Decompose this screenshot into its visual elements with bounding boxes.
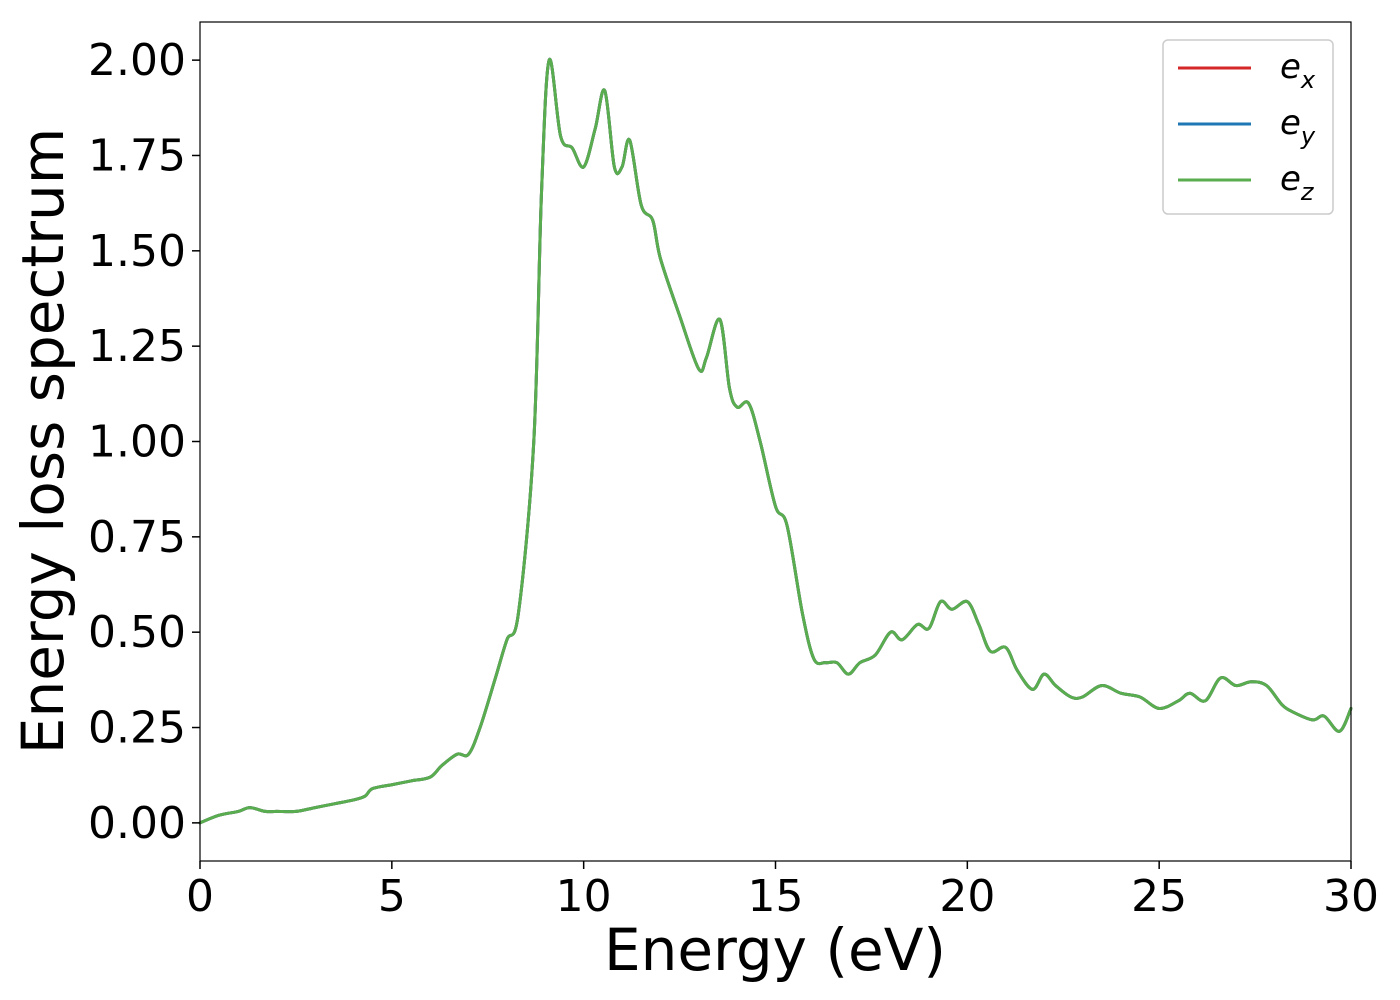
- legend: ex ey ez: [1162, 39, 1334, 215]
- y-tick-label: 2.00: [88, 35, 186, 86]
- y-axis: 0.00 0.25 0.50 0.75 1.00 1.25 1.50 1.75 2.00: [88, 35, 200, 849]
- y-tick-label: 0.00: [88, 798, 186, 849]
- x-tick-label: 0: [186, 871, 214, 922]
- x-tick-label: 25: [1131, 871, 1187, 922]
- y-axis-title: Energy loss spectrum: [9, 128, 77, 754]
- x-tick-label: 5: [378, 871, 406, 922]
- x-tick-label: 15: [748, 871, 804, 922]
- y-tick-label: 1.50: [88, 226, 186, 277]
- x-axis: 0 5 10 15 20 25 30: [186, 861, 1379, 922]
- plot-background: [200, 22, 1351, 861]
- x-tick-label: 20: [939, 871, 995, 922]
- x-axis-title: Energy (eV): [604, 916, 946, 984]
- y-tick-label: 1.00: [88, 417, 186, 468]
- legend-frame: [1162, 39, 1334, 215]
- legend-label-z: ez: [1280, 159, 1315, 206]
- legend-label-y: ey: [1280, 103, 1316, 150]
- y-tick-label: 0.50: [88, 607, 186, 658]
- x-tick-label: 10: [556, 871, 612, 922]
- series-layer: [198, 58, 1353, 825]
- series-line-z: [198, 58, 1353, 825]
- legend-label-x: ex: [1280, 47, 1316, 94]
- y-tick-label: 1.25: [88, 321, 186, 372]
- y-tick-label: 0.25: [88, 703, 186, 754]
- y-tick-label: 1.75: [88, 130, 186, 181]
- x-tick-label: 30: [1323, 871, 1379, 922]
- y-tick-label: 0.75: [88, 512, 186, 563]
